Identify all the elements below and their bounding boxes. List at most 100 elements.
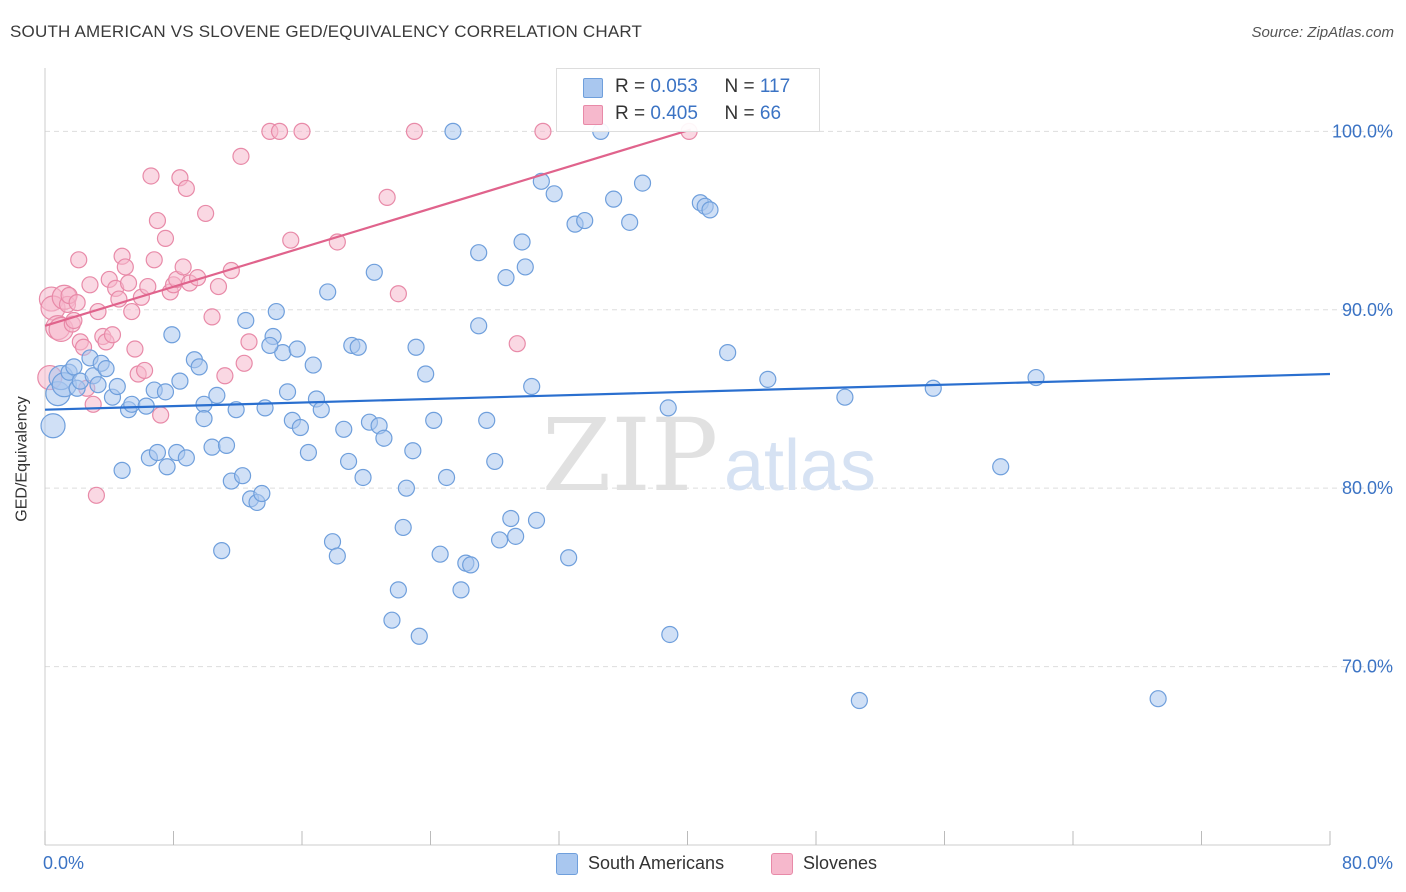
south-americans-point-61 <box>349 338 367 356</box>
south-americans-point-29 <box>190 358 208 376</box>
n-value: 66 <box>759 103 782 124</box>
south-americans-point-67 <box>383 611 401 629</box>
south-americans-point-81 <box>462 556 480 574</box>
slovenes-point-48 <box>203 308 221 326</box>
south-americans-point-5 <box>65 358 83 376</box>
south-americans-point-22 <box>156 383 175 401</box>
y-tick-label-3: 100.0% <box>1332 121 1393 141</box>
slovenes-point-17 <box>87 486 106 504</box>
south-americans-point-111 <box>992 458 1010 476</box>
south-americans-point-115 <box>924 379 942 397</box>
south-americans-point-74 <box>417 365 435 383</box>
y-tick-label-0: 70.0% <box>1342 657 1393 677</box>
south-americans-point-45 <box>267 302 285 321</box>
slovenes-point-16 <box>84 395 102 413</box>
r-label: R = <box>615 76 646 97</box>
south-americans-point-34 <box>213 542 231 560</box>
legend-label: Slovenes <box>803 853 878 873</box>
tick-labels: 70.0% 80.0% 90.0% 100.0% 0.0% 80.0% <box>43 121 1393 873</box>
n-label: N = <box>724 103 755 124</box>
south-americans-point-52 <box>304 356 322 374</box>
south-americans-point-114 <box>759 370 777 388</box>
south-americans-point-58 <box>335 420 353 438</box>
south-americans-point-92 <box>523 377 541 396</box>
south-americans-point-49 <box>288 340 306 358</box>
slovenes-point-10 <box>68 294 86 312</box>
south-americans-point-75 <box>425 411 443 429</box>
y-tick-label-1: 80.0% <box>1342 478 1393 498</box>
south-americans-point-39 <box>237 311 255 330</box>
south-americans-point-10 <box>89 376 107 394</box>
axes <box>44 68 1331 846</box>
r-value: 0.405 <box>650 103 698 124</box>
slovenes-point-52 <box>232 147 250 165</box>
south-americans-point-54 <box>312 401 330 419</box>
slovenes-point-15 <box>81 276 99 294</box>
south-americans-point-14 <box>108 377 126 396</box>
south-americans-point-62 <box>354 468 372 487</box>
slovenes-point-36 <box>148 211 167 230</box>
south-americans-point-50 <box>291 418 309 437</box>
slovenes-point-62 <box>405 122 424 140</box>
south-americans-point-96 <box>560 549 578 567</box>
south-americans-point-79 <box>452 581 470 599</box>
south-americans-point-113 <box>1149 690 1167 708</box>
slovenes-point-32 <box>135 361 154 380</box>
south-americans-point-59 <box>339 452 358 471</box>
south-americans-point-42 <box>253 484 271 503</box>
south-americans-point-73 <box>410 627 428 645</box>
south-americans-point-32 <box>203 438 221 456</box>
slovenes-point-43 <box>174 258 192 276</box>
legend-swatch-blue <box>556 853 578 875</box>
south-americans-trend-line <box>44 372 1331 411</box>
trend-lines <box>44 128 1331 411</box>
slovenes-point-44 <box>177 179 195 198</box>
slovenes-point-64 <box>534 122 552 140</box>
south-americans-point-88 <box>502 509 520 528</box>
south-americans-point-108 <box>719 343 737 362</box>
legend-swatch-pink <box>583 105 603 125</box>
south-americans-point-78 <box>444 122 462 140</box>
south-americans-point-87 <box>497 269 515 287</box>
watermark-atlas: atlas <box>724 426 876 506</box>
south-americans-point-82 <box>470 317 488 335</box>
south-americans-point-116 <box>261 336 279 355</box>
south-americans-point-47 <box>278 383 297 401</box>
south-americans-point-70 <box>397 479 416 497</box>
slovenes-point-63 <box>508 335 526 353</box>
chart-source: Source: ZipAtlas.com <box>1251 24 1394 41</box>
south-americans-point-33 <box>208 386 226 405</box>
slovenes-point-60 <box>378 188 396 206</box>
south-americans-point-89 <box>507 527 525 545</box>
y-axis-label: GED/Equivalency <box>13 396 31 522</box>
slovenes-point-34 <box>142 167 160 185</box>
south-americans-points <box>40 122 1167 710</box>
slovenes-point-29 <box>126 340 144 358</box>
y-tick-label-2: 90.0% <box>1342 300 1393 320</box>
south-americans-point-91 <box>516 258 534 276</box>
slovenes-point-11 <box>70 251 88 269</box>
slovenes-point-28 <box>123 302 141 321</box>
south-americans-point-109 <box>836 388 854 406</box>
slovenes-point-27 <box>119 274 138 292</box>
south-americans-point-93 <box>527 511 546 529</box>
south-americans-point-102 <box>633 174 652 192</box>
slovenes-point-54 <box>240 333 258 351</box>
r-value: 0.053 <box>650 76 698 97</box>
south-americans-point-51 <box>299 443 318 462</box>
slovenes-point-53 <box>235 354 253 372</box>
slovenes-point-37 <box>152 406 170 424</box>
south-americans-point-76 <box>431 545 449 563</box>
south-americans-point-90 <box>513 233 531 251</box>
south-americans-point-101 <box>621 213 639 231</box>
south-americans-point-110 <box>850 691 868 710</box>
slovenes-point-26 <box>116 258 134 276</box>
slovenes-point-50 <box>216 367 234 385</box>
x-tick-label-0: 0.0% <box>43 853 84 873</box>
south-americans-point-68 <box>389 581 407 599</box>
south-americans-point-85 <box>486 452 504 471</box>
south-americans-point-57 <box>328 547 346 565</box>
slovenes-point-58 <box>293 122 311 140</box>
south-americans-point-107 <box>701 201 719 219</box>
south-americans-point-55 <box>319 283 337 301</box>
